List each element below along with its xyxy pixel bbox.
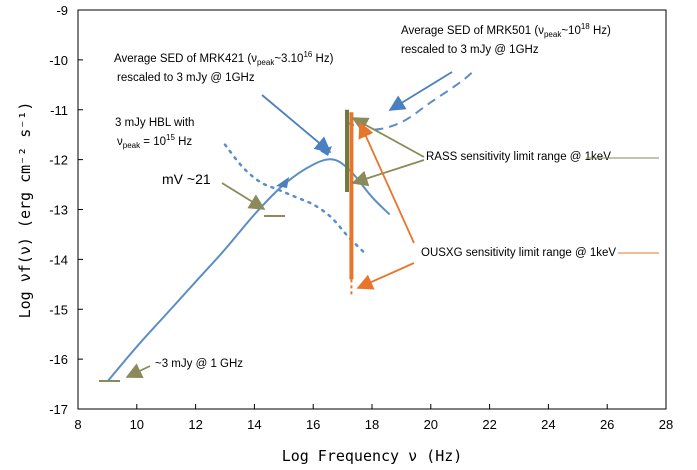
mrk421-label-sub: peak (257, 58, 275, 67)
ousxg-arrow-lower (356, 262, 415, 290)
x-tick-label: 8 (74, 417, 81, 432)
x-tick-label: 14 (247, 417, 261, 432)
hbl-label-unit: Hz (175, 136, 193, 148)
hbl-label-line2: νpeak = 1015 Hz (117, 133, 192, 150)
mrk421-label-sup: 16 (303, 50, 312, 59)
mrk501-label-tail: ~10 (561, 25, 581, 37)
mrk501-label-sub: peak (544, 30, 562, 39)
mrk421-marker-upper (320, 146, 332, 156)
series-dashed-line (345, 69, 476, 131)
series-dotted-line (223, 143, 368, 256)
x-tick-label: 16 (306, 417, 320, 432)
plot-frame (77, 9, 667, 410)
series-solid-line (106, 158, 391, 383)
mrk501-label-line1: Average SED of MRK501 (νpeak~1018 Hz) (401, 22, 611, 39)
x-axis-ticks: 8 10 12 14 16 18 20 22 24 26 28 (74, 404, 673, 432)
x-tick-label: 28 (659, 417, 673, 432)
rass-arrow-upper (351, 117, 425, 158)
y-tick-label: -13 (49, 203, 68, 218)
hbl-label-tail: = 10 (140, 136, 166, 148)
hbl-label-sub: peak (123, 141, 141, 150)
hbl-label-line1: 3 mJy HBL with (115, 117, 194, 129)
y-tick-label: -10 (49, 53, 68, 68)
mrk501-label-sup: 18 (581, 22, 590, 31)
y-axis-ticks: -9 -10 -11 -12 -13 -14 -15 -16 -17 (49, 3, 83, 417)
x-tick-label: 26 (600, 417, 614, 432)
y-tick-label: -9 (56, 3, 68, 18)
x-tick-label: 12 (188, 417, 202, 432)
hbl-label-nu: ν (117, 136, 123, 148)
y-tick-label: -12 (49, 153, 68, 168)
mrk501-label-unit: Hz) (590, 25, 611, 37)
mrk421-label-tail: ~3.10 (274, 53, 303, 65)
rass-arrow-lower (351, 159, 425, 187)
y-tick-label: -16 (49, 352, 68, 367)
radio-label: ~3 mJy @ 1 GHz (155, 358, 243, 370)
mrk421-label-head: Average SED of MRK421 (ν (114, 53, 257, 65)
y-tick-label: -14 (49, 252, 68, 267)
mrk421-label-line1: Average SED of MRK421 (νpeak~3.1016 Hz) (114, 50, 334, 67)
ousxg-arrow-upper (358, 121, 415, 244)
y-tick-label: -17 (49, 402, 68, 417)
y-tick-label: -11 (50, 103, 68, 118)
y-axis-title: Log νf(ν) (erg cm⁻² s⁻¹) (16, 102, 34, 319)
mrk501-label-head: Average SED of MRK501 (ν (401, 25, 544, 37)
x-tick-label: 24 (541, 417, 555, 432)
mrk421-label-unit: Hz) (312, 53, 333, 65)
hbl-label-sup: 15 (166, 133, 175, 142)
radio-arrow (125, 363, 151, 379)
mrk501-arrow (388, 71, 453, 111)
ousxg-label: OUSXG sensitivity limit range @ 1keV (421, 247, 616, 259)
mrk501-label-line2: rescaled to 3 mJy @ 1GHz (401, 44, 539, 56)
mrk421-arrow (261, 94, 332, 154)
x-axis-title: Log Frequency ν (Hz) (282, 447, 463, 465)
mrk421-label-line2: rescaled to 3 mJy @ 1GHz (117, 72, 255, 84)
mrk421-marker-lower (276, 177, 289, 188)
mv-arrow (221, 182, 266, 210)
x-tick-label: 18 (365, 417, 379, 432)
x-tick-label: 10 (130, 417, 144, 432)
y-tick-label: -15 (49, 302, 68, 317)
marker-layer (345, 109, 354, 297)
x-tick-label: 20 (424, 417, 438, 432)
mv-label: mV ~21 (162, 171, 211, 187)
rass-label: RASS sensitivity limit range @ 1keV (426, 151, 611, 163)
x-tick-label: 22 (482, 417, 496, 432)
